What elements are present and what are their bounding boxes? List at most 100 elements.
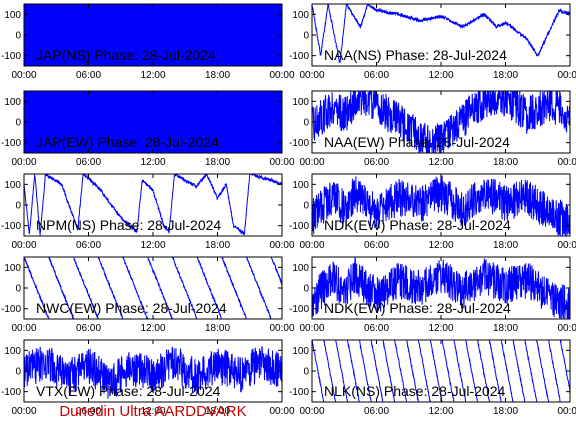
x-tick-label: 00:00 xyxy=(269,157,294,168)
x-tick-label: 06:00 xyxy=(364,240,389,251)
x-tick-label: 06:00 xyxy=(364,157,389,168)
y-tick-label: -100 xyxy=(289,304,309,315)
x-tick-label: 18:00 xyxy=(205,406,230,417)
x-tick-label: 18:00 xyxy=(493,323,518,334)
x-tick-label: 18:00 xyxy=(493,70,518,81)
panel-title: NAA(EW) Phase: 28-Jul-2024 xyxy=(324,134,510,150)
y-tick-label: 100 xyxy=(292,263,309,274)
y-tick-label: 100 xyxy=(4,10,21,21)
y-tick-label: 0 xyxy=(15,284,21,295)
y-tick-label: 0 xyxy=(303,31,309,42)
phase-trace-group xyxy=(24,257,282,319)
y-tick-label: 100 xyxy=(292,180,309,191)
x-tick-label: 06:00 xyxy=(76,240,101,251)
phase-trace-group xyxy=(24,91,282,153)
x-tick-label: 00:00 xyxy=(269,323,294,334)
x-tick-label: 12:00 xyxy=(140,323,165,334)
x-tick-label: 12:00 xyxy=(140,406,165,417)
y-tick-label: 0 xyxy=(303,367,309,378)
x-tick-label: 00:00 xyxy=(557,323,576,334)
y-tick-label: 0 xyxy=(15,118,21,129)
x-tick-label: 06:00 xyxy=(364,70,389,81)
panel-title: NDK(EW) Phase: 28-Jul-2024 xyxy=(324,300,511,316)
y-tick-label: 100 xyxy=(4,97,21,108)
phase-trace-fill xyxy=(24,4,282,66)
x-tick-label: 12:00 xyxy=(140,240,165,251)
x-tick-label: 00:00 xyxy=(269,240,294,251)
panel-title: JAP(EW) Phase: 28-Jul-2024 xyxy=(36,134,219,150)
panel-title: NLK(NS) Phase: 28-Jul-2024 xyxy=(324,383,506,399)
panel-title: NDK(EW) Phase: 28-Jul-2024 xyxy=(324,217,511,233)
y-tick-label: -100 xyxy=(1,138,21,149)
y-tick-label: -100 xyxy=(1,304,21,315)
panel-title: VTX(EW) Phase: 28-Jul-2024 xyxy=(36,383,221,399)
y-tick-label: 100 xyxy=(4,180,21,191)
x-tick-label: 00:00 xyxy=(11,240,36,251)
phase-trace xyxy=(312,257,570,319)
panel-title: NWC(EW) Phase: 28-Jul-2024 xyxy=(36,300,227,316)
phase-trace xyxy=(24,257,282,319)
x-tick-label: 18:00 xyxy=(493,240,518,251)
phase-trace xyxy=(312,340,570,402)
phase-trace-group xyxy=(312,91,570,153)
x-tick-label: 06:00 xyxy=(364,323,389,334)
x-tick-label: 00:00 xyxy=(299,157,324,168)
x-tick-label: 06:00 xyxy=(76,323,101,334)
phase-trace xyxy=(24,174,282,236)
phase-trace-fill xyxy=(24,91,282,153)
phase-trace-group xyxy=(24,174,282,236)
y-tick-label: -100 xyxy=(1,51,21,62)
phase-trace xyxy=(312,91,570,153)
y-tick-label: 0 xyxy=(15,367,21,378)
x-tick-label: 12:00 xyxy=(428,323,453,334)
y-tick-label: 0 xyxy=(15,201,21,212)
phase-trace-group xyxy=(312,4,570,63)
chart-panel-8: 1000-10000:0006:0012:0018:0000:00NDK(EW)… xyxy=(289,256,576,334)
x-tick-label: 12:00 xyxy=(428,157,453,168)
x-tick-label: 00:00 xyxy=(557,240,576,251)
x-tick-label: 00:00 xyxy=(269,406,294,417)
x-tick-label: 00:00 xyxy=(299,406,324,417)
phase-trace-group xyxy=(312,257,570,319)
x-tick-label: 00:00 xyxy=(269,70,294,81)
y-tick-label: -100 xyxy=(1,387,21,398)
x-tick-label: 18:00 xyxy=(205,323,230,334)
y-tick-label: -100 xyxy=(289,138,309,149)
x-tick-label: 00:00 xyxy=(299,323,324,334)
y-tick-label: 100 xyxy=(4,346,21,357)
x-tick-label: 00:00 xyxy=(11,323,36,334)
x-tick-label: 18:00 xyxy=(205,157,230,168)
x-tick-label: 12:00 xyxy=(140,70,165,81)
x-tick-label: 18:00 xyxy=(205,70,230,81)
x-tick-label: 12:00 xyxy=(428,240,453,251)
x-tick-label: 06:00 xyxy=(364,406,389,417)
y-tick-label: 0 xyxy=(303,201,309,212)
x-tick-label: 00:00 xyxy=(557,406,576,417)
chart-panel-2: 1000-10000:0006:0012:0018:0000:00NAA(NS)… xyxy=(289,3,576,81)
y-tick-label: -100 xyxy=(289,221,309,232)
phase-trace-group xyxy=(312,340,570,402)
chart-panel-10: 1000-10000:0006:0012:0018:0000:00NLK(NS)… xyxy=(289,339,576,417)
phase-trace xyxy=(24,346,282,399)
y-tick-label: 100 xyxy=(292,346,309,357)
y-tick-label: -100 xyxy=(289,387,309,398)
x-tick-label: 18:00 xyxy=(493,406,518,417)
y-tick-label: 0 xyxy=(15,31,21,42)
y-tick-label: 100 xyxy=(4,263,21,274)
x-tick-label: 12:00 xyxy=(428,70,453,81)
phase-trace-group xyxy=(24,346,282,399)
x-tick-label: 00:00 xyxy=(11,157,36,168)
panel-title: NAA(NS) Phase: 28-Jul-2024 xyxy=(324,47,507,63)
x-tick-label: 00:00 xyxy=(557,70,576,81)
x-tick-label: 00:00 xyxy=(11,406,36,417)
x-tick-label: 00:00 xyxy=(299,70,324,81)
x-tick-label: 06:00 xyxy=(76,70,101,81)
x-tick-label: 06:00 xyxy=(76,157,101,168)
y-tick-label: 100 xyxy=(292,97,309,108)
x-tick-label: 06:00 xyxy=(76,406,101,417)
x-tick-label: 00:00 xyxy=(11,70,36,81)
panel-title: JAP(NS) Phase: 28-Jul-2024 xyxy=(36,47,216,63)
